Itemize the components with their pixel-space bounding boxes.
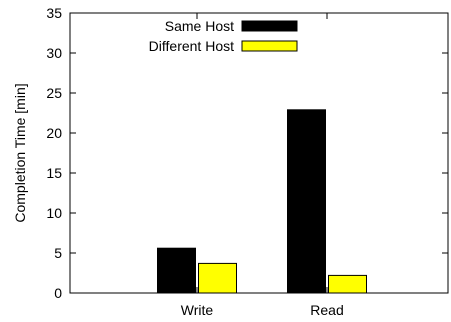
legend: Same Host Different Host [149, 18, 298, 54]
y-tick-label: 10 [46, 205, 62, 221]
y-tick-label: 20 [46, 125, 62, 141]
x-tick-label: Read [310, 302, 343, 318]
legend-swatch [241, 20, 298, 32]
legend-swatch [241, 40, 298, 52]
y-tick-label: 30 [46, 45, 62, 61]
x-tick-label: Write [181, 302, 214, 318]
bars [157, 109, 367, 294]
y-tick-label: 35 [46, 5, 62, 21]
y-axis-label: Completion Time [min] [12, 83, 28, 222]
y-tick-label: 25 [46, 85, 62, 101]
bar-different-host-read [328, 274, 367, 294]
plot-frame [69, 12, 449, 294]
bar-same-host-write [157, 247, 196, 294]
legend-label: Different Host [149, 38, 234, 54]
bar-same-host-read [287, 109, 326, 294]
legend-label: Same Host [165, 18, 234, 34]
y-tick-label: 0 [54, 285, 62, 301]
x-axis: Write Read [181, 13, 344, 318]
bar-different-host-write [198, 262, 237, 294]
y-tick-label: 15 [46, 165, 62, 181]
y-axis: 0 5 10 15 20 25 30 35 [46, 5, 448, 301]
y-tick-label: 5 [54, 245, 62, 261]
